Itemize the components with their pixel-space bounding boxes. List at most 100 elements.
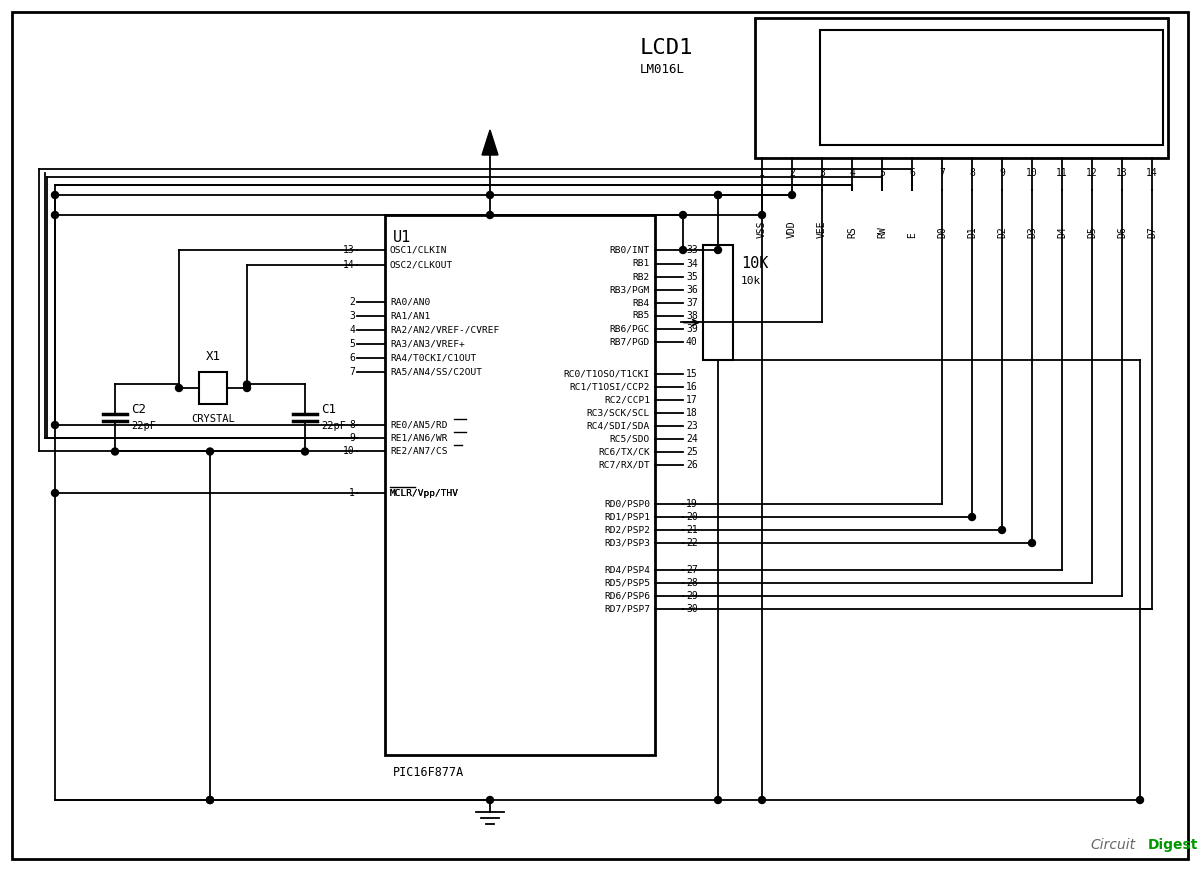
Text: 39: 39 [686, 324, 697, 334]
Circle shape [968, 514, 976, 521]
Text: 38: 38 [686, 311, 697, 321]
Text: RD0/PSP0: RD0/PSP0 [604, 499, 650, 509]
Text: 30: 30 [686, 604, 697, 614]
Circle shape [998, 526, 1006, 534]
Text: 15: 15 [686, 369, 697, 379]
Circle shape [714, 246, 721, 253]
Text: 3: 3 [820, 168, 824, 178]
Text: 33: 33 [686, 245, 697, 255]
Text: MCLR/Vpp/THV: MCLR/Vpp/THV [390, 489, 458, 497]
Text: 2: 2 [349, 297, 355, 307]
Text: RD3/PSP3: RD3/PSP3 [604, 538, 650, 548]
Text: 9: 9 [349, 433, 355, 443]
Circle shape [486, 796, 493, 804]
Text: RD7/PSP7: RD7/PSP7 [604, 604, 650, 613]
Circle shape [486, 212, 493, 219]
Text: LM016L: LM016L [640, 64, 685, 77]
Text: 34: 34 [686, 259, 697, 269]
Text: 14: 14 [343, 260, 355, 270]
Text: RC1/T1OSI/CCP2: RC1/T1OSI/CCP2 [570, 382, 650, 391]
Text: 6: 6 [349, 353, 355, 363]
Text: RC5/SDO: RC5/SDO [610, 435, 650, 443]
Text: 36: 36 [686, 285, 697, 295]
Text: RD4/PSP4: RD4/PSP4 [604, 565, 650, 575]
Text: CRYSTAL: CRYSTAL [191, 414, 235, 424]
Text: 20: 20 [686, 512, 697, 522]
Circle shape [52, 490, 59, 496]
Text: D5: D5 [1087, 226, 1097, 238]
Text: OSC2/CLKOUT: OSC2/CLKOUT [390, 260, 454, 269]
Text: D3: D3 [1027, 226, 1037, 238]
Text: D4: D4 [1057, 226, 1067, 238]
Polygon shape [482, 130, 498, 155]
Circle shape [679, 212, 686, 219]
Text: RA2/AN2/VREF-/CVREF: RA2/AN2/VREF-/CVREF [390, 326, 499, 334]
Text: RD5/PSP5: RD5/PSP5 [604, 578, 650, 588]
Text: VSS: VSS [757, 220, 767, 238]
Text: OSC1/CLKIN: OSC1/CLKIN [390, 246, 448, 254]
Text: 8: 8 [349, 420, 355, 430]
Text: 18: 18 [686, 408, 697, 418]
Text: RC0/T1OSO/T1CKI: RC0/T1OSO/T1CKI [564, 369, 650, 379]
Text: VEE: VEE [817, 220, 827, 238]
Circle shape [1028, 539, 1036, 546]
Text: 10: 10 [343, 446, 355, 456]
Text: RC6/TX/CK: RC6/TX/CK [599, 448, 650, 456]
Text: Circuit: Circuit [1090, 838, 1135, 852]
Text: RB4: RB4 [632, 299, 650, 307]
Text: 14: 14 [1146, 168, 1158, 178]
Text: RS: RS [847, 226, 857, 238]
Text: U1: U1 [394, 229, 412, 245]
Text: C2: C2 [131, 403, 146, 416]
Circle shape [206, 448, 214, 455]
Circle shape [112, 448, 119, 455]
Text: 9: 9 [1000, 168, 1004, 178]
Text: 11: 11 [1056, 168, 1068, 178]
Text: C1: C1 [322, 403, 336, 416]
Text: 10: 10 [1026, 168, 1038, 178]
Circle shape [175, 384, 182, 391]
Text: 4: 4 [850, 168, 854, 178]
Circle shape [714, 796, 721, 804]
Text: 35: 35 [686, 272, 697, 282]
Text: RC7/RX/DT: RC7/RX/DT [599, 461, 650, 469]
Text: D6: D6 [1117, 226, 1127, 238]
Text: RW: RW [877, 226, 887, 238]
Text: 8: 8 [970, 168, 974, 178]
Text: 4: 4 [349, 325, 355, 335]
Text: RA1/AN1: RA1/AN1 [390, 312, 431, 321]
Circle shape [679, 246, 686, 253]
Circle shape [714, 192, 721, 199]
Bar [820, 30, 1163, 145]
Text: MCLR/Vpp/THV: MCLR/Vpp/THV [390, 489, 458, 497]
Text: 29: 29 [686, 591, 697, 601]
Text: 5: 5 [880, 168, 884, 178]
Text: 23: 23 [686, 421, 697, 431]
Circle shape [301, 448, 308, 455]
Text: RD1/PSP1: RD1/PSP1 [604, 512, 650, 522]
Text: RA4/T0CKI/C1OUT: RA4/T0CKI/C1OUT [390, 354, 476, 362]
Text: 10K: 10K [742, 255, 768, 271]
Circle shape [206, 796, 214, 804]
Text: Digest: Digest [1148, 838, 1199, 852]
Bar [385, 215, 655, 755]
Bar [755, 18, 1168, 158]
Text: 10k: 10k [742, 276, 761, 286]
Text: 37: 37 [686, 298, 697, 308]
Text: RE2/AN7/CS: RE2/AN7/CS [390, 447, 448, 456]
Circle shape [206, 796, 214, 804]
Circle shape [758, 796, 766, 804]
Text: RB7/PGD: RB7/PGD [610, 337, 650, 347]
Text: VDD: VDD [787, 220, 797, 238]
Circle shape [1136, 796, 1144, 804]
Text: RC4/SDI/SDA: RC4/SDI/SDA [587, 422, 650, 430]
Text: RD6/PSP6: RD6/PSP6 [604, 591, 650, 600]
Circle shape [244, 381, 251, 388]
Text: RB2: RB2 [632, 273, 650, 281]
Text: RA0/AN0: RA0/AN0 [390, 298, 431, 307]
Text: 27: 27 [686, 565, 697, 575]
Text: D1: D1 [967, 226, 977, 238]
Text: RB1: RB1 [632, 260, 650, 268]
Text: 12: 12 [1086, 168, 1098, 178]
Text: 25: 25 [686, 447, 697, 457]
